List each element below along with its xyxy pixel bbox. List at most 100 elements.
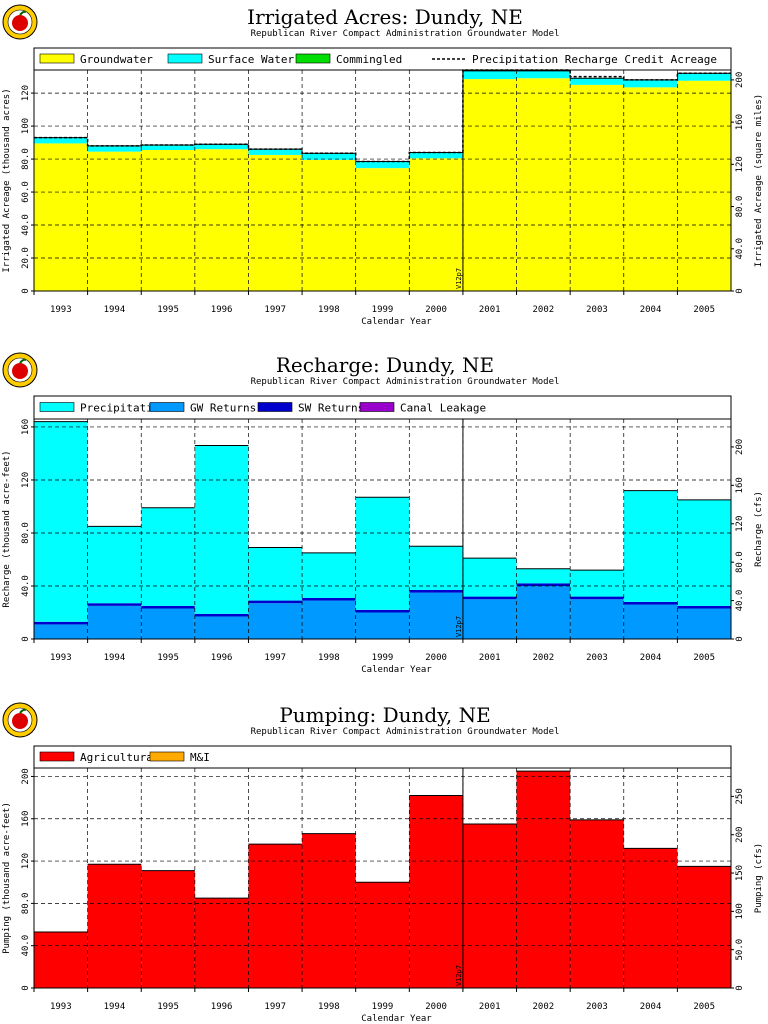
bar-groundwater	[516, 78, 571, 291]
x-axis-label: Calendar Year	[361, 1014, 432, 1024]
plot-frame	[33, 69, 732, 292]
x-tick-label: 2002	[533, 1002, 555, 1012]
bar-sw-returns	[677, 605, 731, 609]
y-tick-label-right: 150	[735, 865, 745, 881]
x-tick-label: 1997	[264, 653, 286, 663]
bar-agricultural	[248, 844, 303, 988]
x-tick-label: 2000	[425, 305, 447, 315]
x-tick-label: 2005	[693, 653, 715, 663]
x-tick-label: 2005	[693, 1002, 715, 1012]
y-axis-label-right: Pumping (cfs)	[754, 843, 764, 913]
version-annotation: V12p7	[455, 268, 463, 289]
y-tick-label-right: 0	[735, 985, 745, 990]
legend-swatch	[149, 402, 185, 412]
bar-gw-returns	[409, 592, 463, 639]
bar-gw-returns	[570, 599, 624, 639]
x-axis-label: Calendar Year	[361, 665, 432, 675]
y-tick-label-right: 160	[735, 114, 745, 130]
bar-precipitation	[248, 547, 303, 601]
x-tick-label: 2004	[640, 1002, 662, 1012]
bar-surface-water	[516, 70, 571, 79]
bar-sw-returns	[355, 609, 410, 613]
y-tick-label: 60.0	[21, 181, 31, 203]
y-axis-label-right: Irrigated Acreage (square miles)	[754, 94, 764, 267]
x-tick-label: 2005	[693, 305, 715, 315]
y-tick-label-right: 250	[735, 788, 745, 804]
bar-sw-returns	[409, 589, 463, 593]
legend-swatch	[257, 402, 293, 412]
y-tick-label: 100	[21, 118, 31, 134]
bar-groundwater	[87, 151, 142, 291]
x-tick-label: 1996	[211, 1002, 233, 1012]
bar-groundwater	[355, 168, 410, 291]
bar-gw-returns	[302, 600, 356, 639]
plot-frame	[33, 767, 732, 989]
chart-title: Recharge: Dundy, NE	[276, 353, 494, 377]
bar-gw-returns	[623, 604, 678, 639]
bar-precipitation	[34, 421, 88, 622]
y-tick-label-right: 120	[735, 516, 745, 532]
x-tick-label: 2001	[479, 305, 501, 315]
y-axis-label: Recharge (thousand acre-feet)	[2, 450, 12, 607]
x-tick-label: 1995	[157, 1002, 179, 1012]
y-tick-label-right: 120	[735, 156, 745, 172]
bar-precipitation	[462, 558, 517, 597]
y-tick-label-right: 200	[735, 72, 745, 88]
y-tick-label: 0	[21, 288, 31, 293]
bar-agricultural	[462, 824, 517, 988]
x-tick-label: 1994	[104, 653, 126, 663]
bar-sw-returns	[516, 583, 571, 586]
bar-surface-water	[34, 137, 88, 144]
y-tick-label-right: 100	[735, 903, 745, 919]
bar-precipitation	[87, 526, 142, 604]
bar-surface-water	[677, 73, 731, 81]
bar-sw-returns	[34, 621, 88, 625]
bar-precipitation	[141, 507, 195, 606]
bar-surface-water	[194, 144, 249, 150]
chart-subtitle: Republican River Compact Administration …	[251, 727, 560, 737]
bar-surface-water	[462, 70, 517, 80]
y-tick-label: 120	[21, 853, 31, 869]
legend-item: Precipitation Recharge Credit Acreage	[432, 53, 717, 66]
version-annotation: V12p7	[455, 965, 463, 986]
y-tick-label: 80.0	[21, 893, 31, 915]
y-tick-label-right: 0	[735, 288, 745, 293]
x-tick-label: 1994	[104, 305, 126, 315]
x-tick-label: 1998	[318, 1002, 340, 1012]
legend-item: Precipitation	[39, 402, 166, 415]
x-tick-label: 2003	[586, 1002, 608, 1012]
bar-surface-water	[302, 153, 356, 160]
bar-agricultural	[409, 795, 463, 988]
legend-swatch	[39, 402, 75, 412]
bar-gw-returns	[194, 616, 249, 639]
x-tick-label: 2000	[425, 653, 447, 663]
bar-precipitation	[409, 546, 463, 590]
legend-item: Canal Leakage	[359, 402, 486, 415]
legend-item: Commingled	[295, 53, 402, 66]
bar-surface-water	[623, 79, 678, 88]
bar-groundwater	[141, 149, 195, 291]
legend-item: SW Returns	[257, 402, 364, 415]
x-tick-label: 2002	[533, 305, 555, 315]
y-tick-label-right: 0	[735, 636, 745, 641]
x-tick-label: 1998	[318, 305, 340, 315]
y-tick-label-right: 50.0	[735, 939, 745, 961]
x-tick-label: 1995	[157, 305, 179, 315]
legend-label: SW Returns	[298, 402, 364, 415]
y-tick-label-right: 80.0	[735, 551, 745, 573]
x-tick-label: 1997	[264, 1002, 286, 1012]
x-tick-label: 1993	[50, 653, 72, 663]
bar-precipitation	[570, 570, 624, 597]
y-tick-label: 40.0	[21, 935, 31, 957]
bar-agricultural	[623, 848, 678, 988]
bar-agricultural	[302, 833, 356, 988]
x-tick-label: 1993	[50, 1002, 72, 1012]
legend-label: Canal Leakage	[400, 402, 486, 415]
logo-apple	[12, 15, 28, 31]
x-tick-label: 2003	[586, 653, 608, 663]
bar-agricultural	[570, 819, 624, 988]
chart-subtitle: Republican River Compact Administration …	[251, 29, 560, 39]
x-tick-label: 1999	[372, 305, 394, 315]
